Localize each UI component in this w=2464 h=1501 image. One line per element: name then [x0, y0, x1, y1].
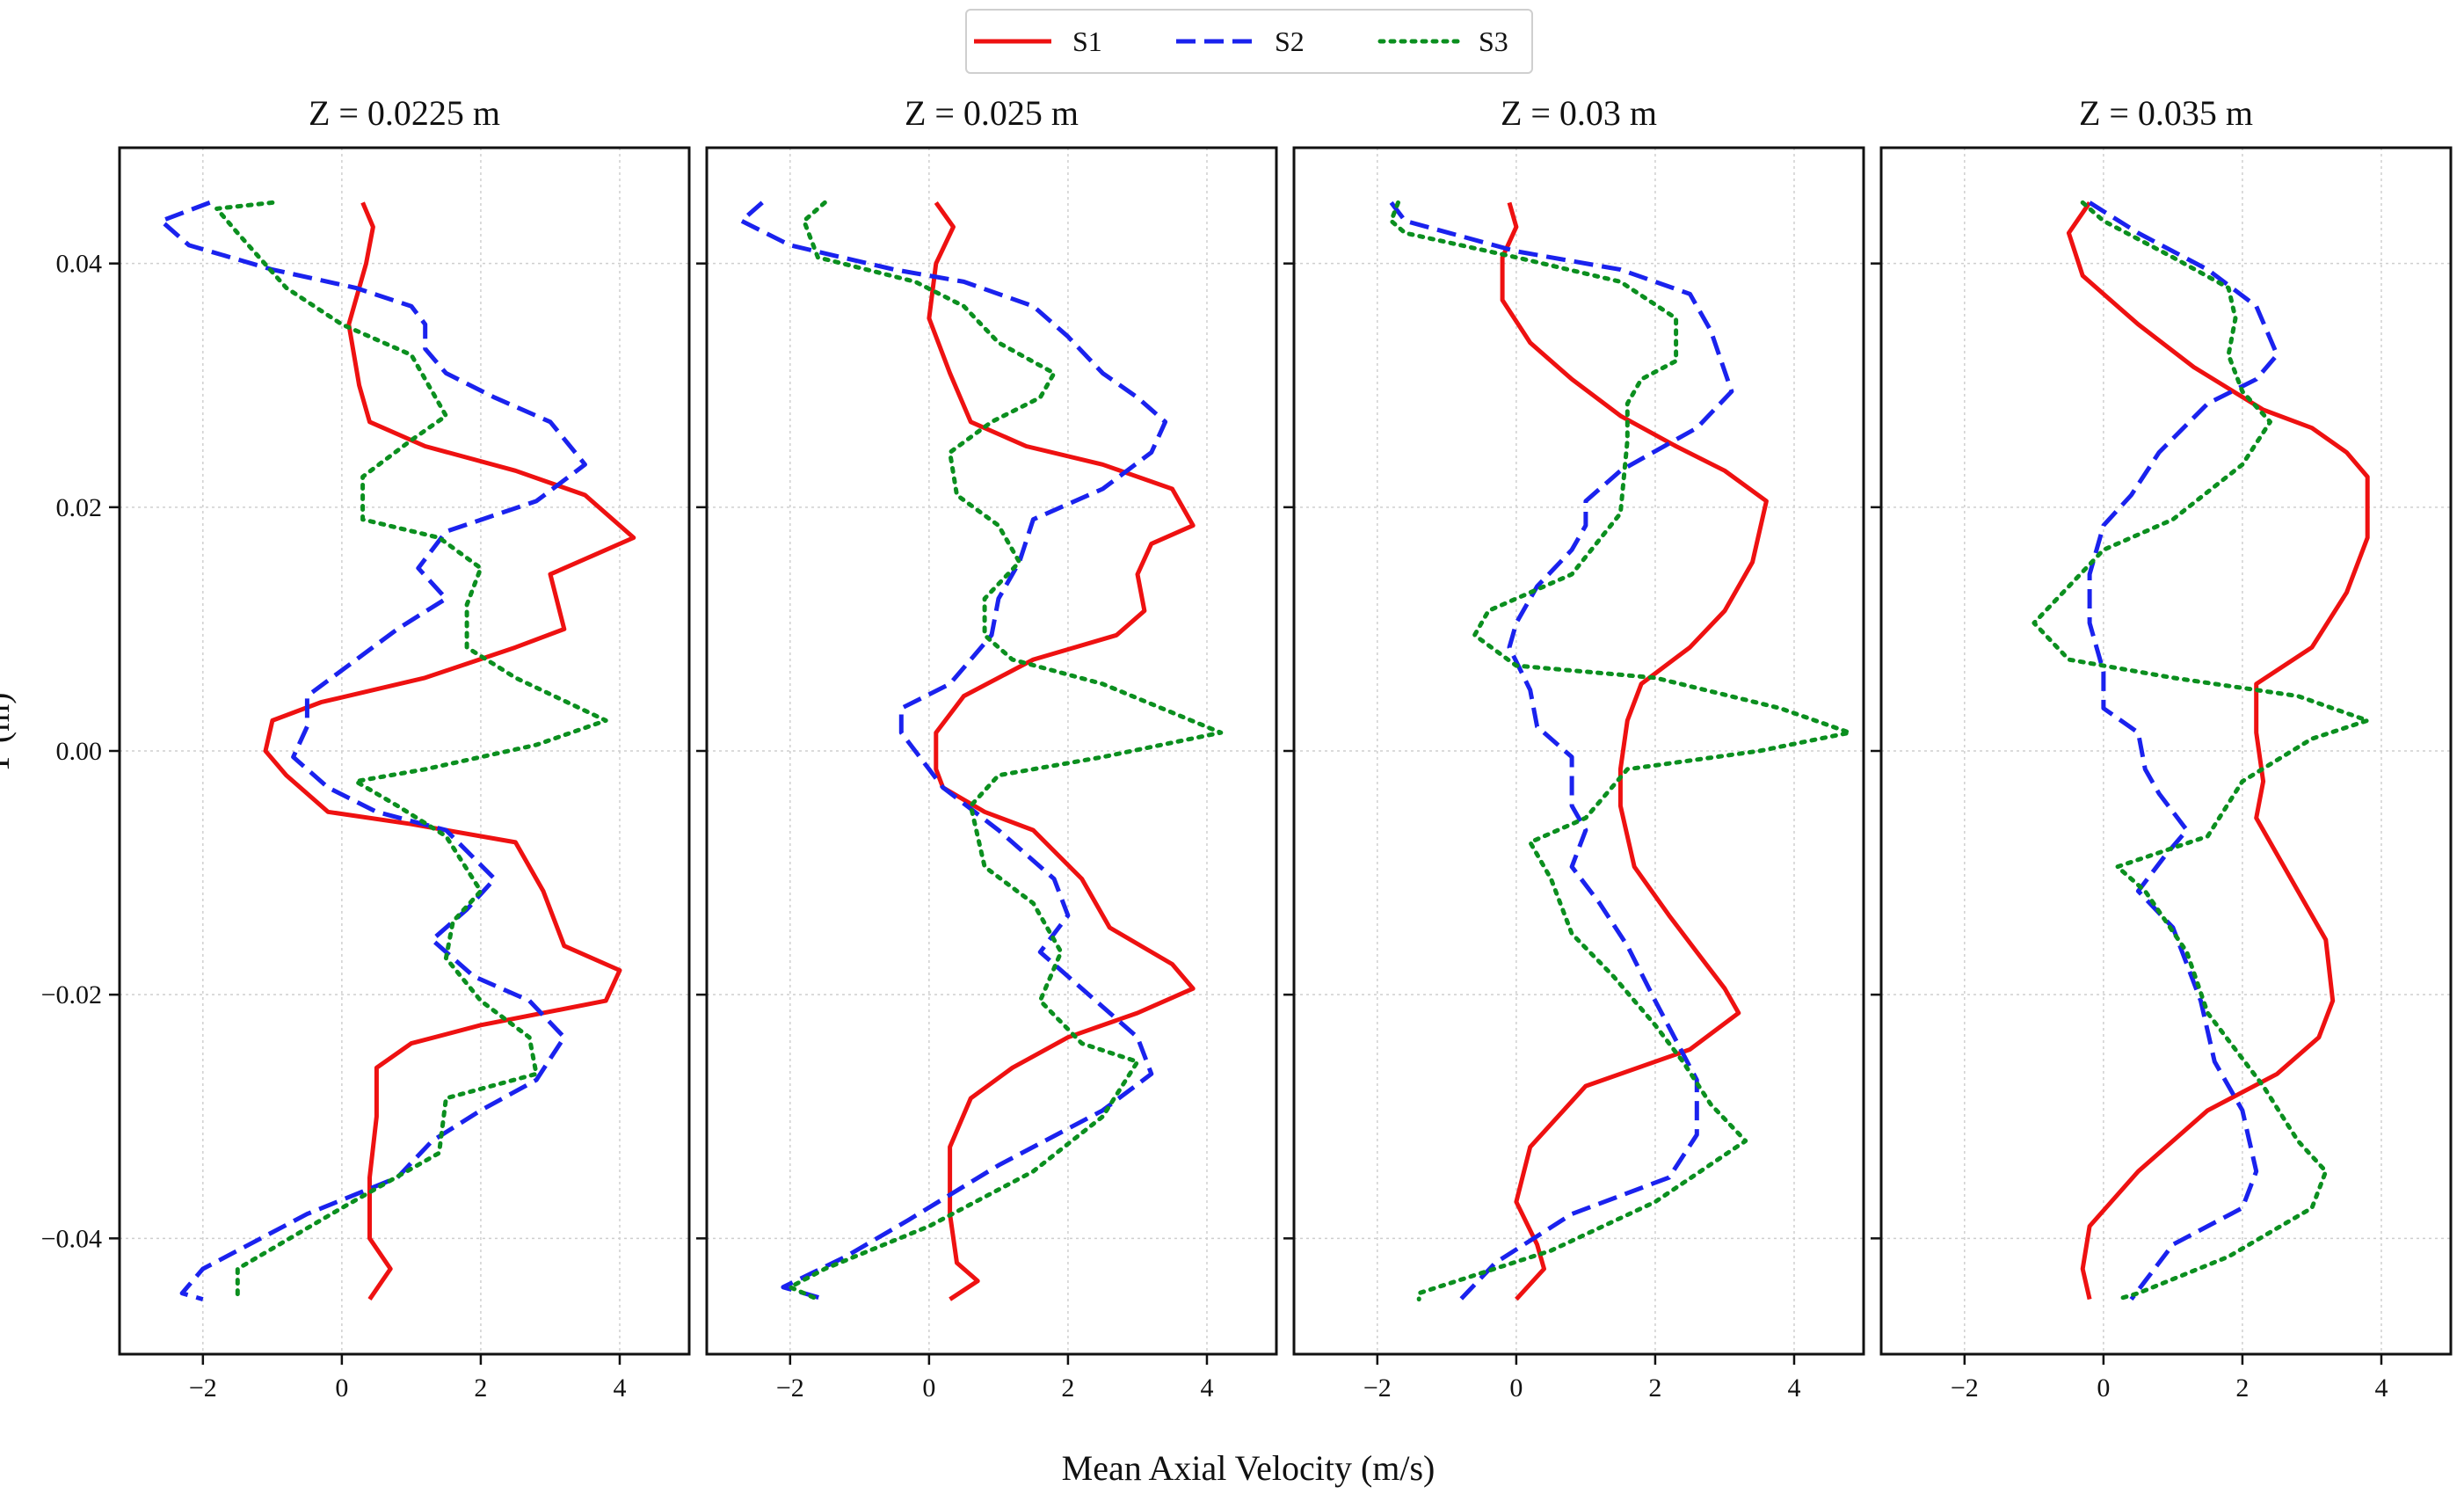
xtick-label: 0: [335, 1373, 348, 1403]
series-s1-panel-4: [2066, 200, 2370, 1301]
legend-label-s3: S3: [1479, 26, 1508, 57]
panel-4: Z = 0.035 m −2 0 2 4: [1871, 93, 2453, 1403]
xtick-label: −2: [1951, 1373, 1979, 1403]
ytick-label: −0.02: [41, 980, 102, 1009]
series-s3-panel-1: [214, 200, 608, 1302]
series-s1-panel-2: [927, 200, 1196, 1301]
panel-title-4: Z = 0.035 m: [2079, 93, 2253, 133]
series-s1-panel-3: [1500, 201, 1769, 1301]
xtick-label: 2: [2235, 1373, 2249, 1403]
xtick-label: 0: [922, 1373, 935, 1403]
xtick-label: 2: [474, 1373, 487, 1403]
series-s2-panel-4: [2087, 200, 2279, 1301]
y-axis-label: Y (m): [0, 692, 17, 776]
xtick-label: 2: [1061, 1373, 1074, 1403]
panel-3: Z = 0.03 m −2 0 2 4: [1283, 93, 1865, 1403]
xtick-label: 4: [2374, 1373, 2388, 1403]
series-s3-panel-4: [2032, 200, 2370, 1302]
series-s2-panel-3: [1389, 200, 1734, 1301]
legend-label-s1: S1: [1072, 26, 1102, 57]
xtick-label: 2: [1648, 1373, 1661, 1403]
panel-title-2: Z = 0.025 m: [905, 93, 1079, 133]
panel-title-1: Z = 0.0225 m: [309, 93, 500, 133]
xtick-label: 0: [2097, 1373, 2110, 1403]
ytick-label: 0.02: [56, 493, 103, 522]
x-axis-label: Mean Axial Velocity (m/s): [1062, 1448, 1436, 1488]
xtick-label: −2: [189, 1373, 217, 1403]
xtick-label: 0: [1509, 1373, 1523, 1403]
series-s2-panel-1: [158, 200, 587, 1302]
ytick-label: −0.04: [41, 1224, 102, 1253]
xtick-label: 4: [1200, 1373, 1213, 1403]
xtick-label: −2: [776, 1373, 804, 1403]
series-s1-panel-1: [263, 201, 636, 1301]
legend-entries: S1 S2 S3: [974, 26, 1508, 57]
xtick-label: 4: [1787, 1373, 1800, 1403]
legend-label-s2: S2: [1275, 26, 1305, 57]
ytick-label: 0.04: [56, 250, 103, 279]
xtick-label: −2: [1363, 1373, 1392, 1403]
panel-1: Z = 0.0225 m −2 0 2 4 0.04 0.02 0.00 −0.02 −0.04: [41, 93, 691, 1403]
panels: Z = 0.0225 m−2 0 2 40.040.020.00−0.02−0.04Z…: [41, 93, 2453, 1403]
ytick-label: 0.00: [56, 737, 103, 766]
panel-2: Z = 0.025 m −2 0 2 4: [696, 93, 1278, 1403]
series-s3-panel-2: [788, 200, 1224, 1302]
xtick-label: 4: [613, 1373, 626, 1403]
panel-title-3: Z = 0.03 m: [1501, 93, 1657, 133]
series-s3-panel-3: [1389, 200, 1852, 1302]
